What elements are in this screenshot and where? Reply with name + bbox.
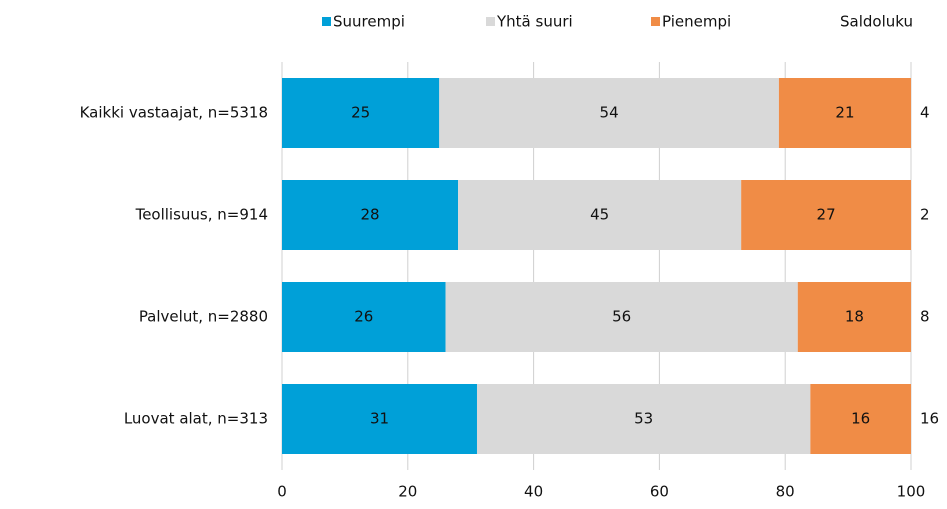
y-tick-label: Luovat alat, n=313 bbox=[124, 410, 268, 428]
x-tick-label: 100 bbox=[897, 483, 926, 501]
x-tick-label: 80 bbox=[776, 483, 795, 501]
data-label: 53 bbox=[634, 410, 653, 428]
x-tick-label: 0 bbox=[277, 483, 287, 501]
side-column-value: 8 bbox=[920, 308, 930, 326]
legend-swatch bbox=[651, 17, 660, 26]
data-label: 54 bbox=[600, 104, 619, 122]
y-tick-label: Palvelut, n=2880 bbox=[139, 308, 268, 326]
side-column-header: Saldoluku bbox=[840, 13, 913, 31]
data-label: 45 bbox=[590, 206, 609, 224]
data-label: 26 bbox=[354, 308, 373, 326]
bar-segment bbox=[476, 384, 811, 454]
bar-segment bbox=[445, 282, 798, 352]
side-column-value: 4 bbox=[920, 104, 930, 122]
bar-segment bbox=[282, 180, 459, 250]
bar-segment bbox=[282, 282, 446, 352]
bar-segment bbox=[778, 78, 911, 148]
y-tick-label: Teollisuus, n=914 bbox=[135, 206, 268, 224]
data-label: 18 bbox=[845, 308, 864, 326]
bar-segment bbox=[810, 384, 911, 454]
side-column-value: 16 bbox=[920, 410, 939, 428]
legend-label: Yhtä suuri bbox=[496, 13, 573, 31]
x-tick-label: 20 bbox=[398, 483, 417, 501]
data-label: 27 bbox=[817, 206, 836, 224]
x-tick-label: 40 bbox=[524, 483, 543, 501]
bar-segment bbox=[282, 384, 477, 454]
legend-label: Suurempi bbox=[333, 13, 405, 31]
x-tick-label: 60 bbox=[650, 483, 669, 501]
data-label: 56 bbox=[612, 308, 631, 326]
bar-segment bbox=[282, 78, 440, 148]
legend-label: Pienempi bbox=[662, 13, 731, 31]
y-tick-label: Kaikki vastaajat, n=5318 bbox=[80, 104, 268, 122]
bar-segment bbox=[797, 282, 911, 352]
bar-segment bbox=[458, 180, 742, 250]
data-label: 16 bbox=[851, 410, 870, 428]
data-label: 25 bbox=[351, 104, 370, 122]
data-label: 28 bbox=[361, 206, 380, 224]
data-label: 21 bbox=[835, 104, 854, 122]
bar-segment bbox=[439, 78, 779, 148]
bar-segment bbox=[741, 180, 911, 250]
data-label: 31 bbox=[370, 410, 389, 428]
side-column-value: 2 bbox=[920, 206, 930, 224]
legend-swatch bbox=[486, 17, 495, 26]
legend-swatch bbox=[322, 17, 331, 26]
